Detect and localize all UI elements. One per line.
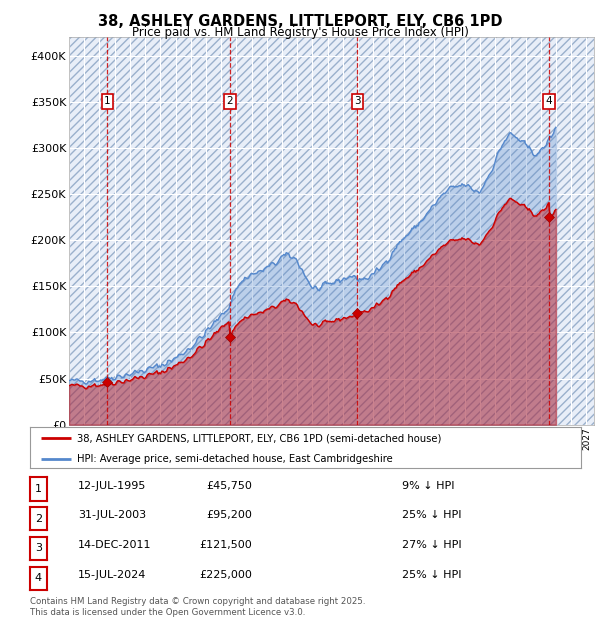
Text: 25% ↓ HPI: 25% ↓ HPI	[402, 570, 461, 580]
Text: £45,750: £45,750	[206, 480, 252, 490]
Text: 15-JUL-2024: 15-JUL-2024	[78, 570, 146, 580]
Text: £121,500: £121,500	[199, 540, 252, 550]
Text: 3: 3	[35, 544, 42, 554]
Text: 2: 2	[35, 514, 42, 524]
Text: 38, ASHLEY GARDENS, LITTLEPORT, ELY, CB6 1PD: 38, ASHLEY GARDENS, LITTLEPORT, ELY, CB6…	[98, 14, 502, 29]
Text: 12-JUL-1995: 12-JUL-1995	[78, 480, 146, 490]
Text: £95,200: £95,200	[206, 510, 252, 520]
Text: £225,000: £225,000	[199, 570, 252, 580]
Text: 1: 1	[35, 484, 42, 494]
Text: 4: 4	[35, 574, 42, 583]
Text: Contains HM Land Registry data © Crown copyright and database right 2025.
This d: Contains HM Land Registry data © Crown c…	[30, 598, 365, 617]
Text: 4: 4	[545, 96, 552, 106]
Text: 38, ASHLEY GARDENS, LITTLEPORT, ELY, CB6 1PD (semi-detached house): 38, ASHLEY GARDENS, LITTLEPORT, ELY, CB6…	[77, 433, 441, 443]
Text: 14-DEC-2011: 14-DEC-2011	[78, 540, 151, 550]
Text: 9% ↓ HPI: 9% ↓ HPI	[402, 480, 455, 490]
Text: 2: 2	[227, 96, 233, 106]
Text: 25% ↓ HPI: 25% ↓ HPI	[402, 510, 461, 520]
Text: 31-JUL-2003: 31-JUL-2003	[78, 510, 146, 520]
Text: 1: 1	[104, 96, 111, 106]
Text: 27% ↓ HPI: 27% ↓ HPI	[402, 540, 461, 550]
Text: Price paid vs. HM Land Registry's House Price Index (HPI): Price paid vs. HM Land Registry's House …	[131, 26, 469, 39]
Text: 3: 3	[354, 96, 361, 106]
Text: HPI: Average price, semi-detached house, East Cambridgeshire: HPI: Average price, semi-detached house,…	[77, 454, 392, 464]
